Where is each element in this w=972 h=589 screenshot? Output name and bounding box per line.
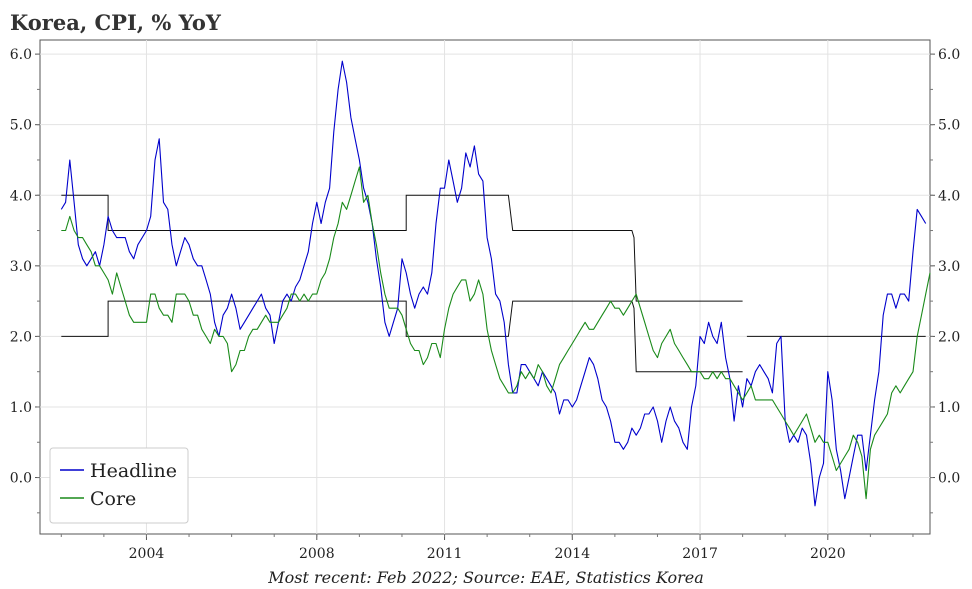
x-tick-label: 2017 (682, 546, 718, 562)
source-footnote: Most recent: Feb 2022; Source: EAE, Stat… (267, 568, 704, 587)
y-tick-label-right: 5.0 (938, 118, 960, 134)
series (60, 60, 931, 507)
y-tick-label-left: 5.0 (10, 118, 32, 134)
target-band-line (61, 300, 743, 373)
y-tick-label-right: 4.0 (938, 188, 960, 204)
y-tick-label-right: 3.0 (938, 259, 960, 275)
y-tick-label-right: 2.0 (938, 329, 960, 345)
x-tick-label: 2008 (299, 546, 335, 562)
y-tick-label-left: 0.0 (10, 471, 32, 487)
y-tick-label-left: 3.0 (10, 259, 32, 275)
legend-box (49, 447, 189, 524)
target-band-line (61, 194, 743, 302)
series-line-core (61, 166, 931, 500)
legend: Headline Core (49, 447, 189, 524)
x-tick-label: 2011 (427, 546, 463, 562)
y-tick-label-left: 4.0 (10, 188, 32, 204)
legend-label-core: Core (90, 488, 136, 510)
grid (40, 40, 930, 534)
y-tick-label-left: 6.0 (10, 47, 32, 63)
axes: 0.0 0.0 1.0 1.0 2.0 2.0 3.0 3.0 4.0 4.0 5.0 5.0 6.0 6… (10, 47, 961, 562)
x-tick-label: 2004 (129, 546, 165, 562)
x-tick-label: 2020 (810, 546, 846, 562)
y-tick-label-left: 1.0 (10, 400, 32, 416)
series-line-headline (60, 60, 927, 507)
y-tick-label-right: 6.0 (938, 47, 960, 63)
y-tick-label-right: 0.0 (938, 471, 960, 487)
y-tick-label-right: 1.0 (938, 400, 960, 416)
x-tick-label: 2014 (554, 546, 590, 562)
chart-title: Korea, CPI, % YoY (10, 10, 222, 35)
legend-label-headline: Headline (90, 460, 177, 482)
y-tick-label-left: 2.0 (10, 329, 32, 345)
target-band (61, 194, 926, 373)
plot-frame (39, 39, 931, 535)
